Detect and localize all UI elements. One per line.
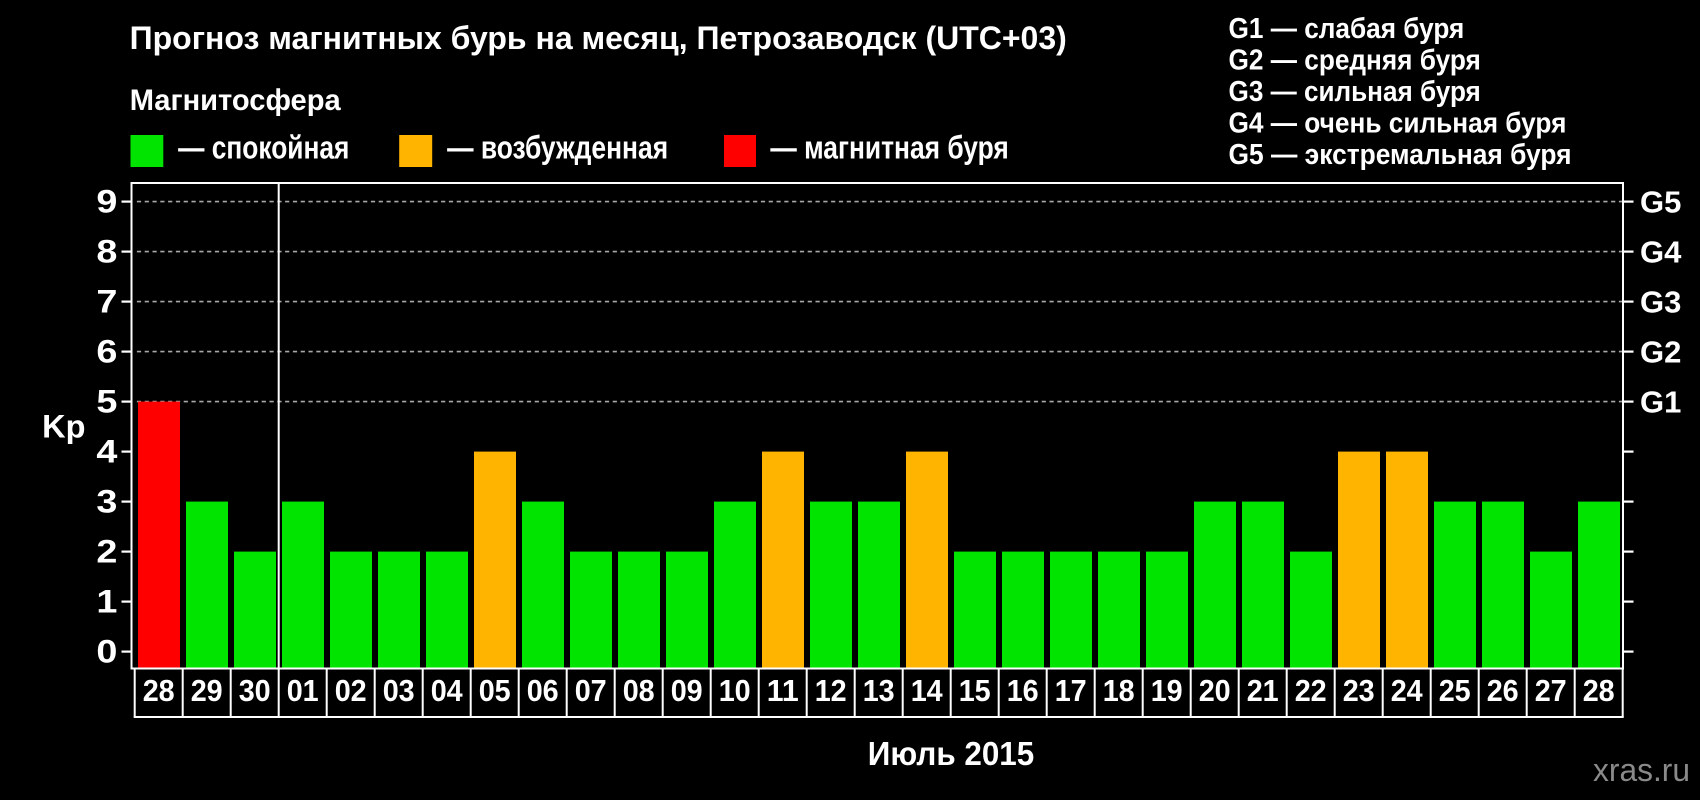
svg-text:03: 03	[383, 674, 415, 708]
svg-text:12: 12	[815, 674, 847, 708]
svg-text:Магнитосфера: Магнитосфера	[130, 84, 342, 117]
svg-text:1: 1	[96, 583, 117, 619]
svg-text:05: 05	[479, 674, 511, 708]
svg-text:G1: G1	[1640, 384, 1681, 419]
svg-text:G4 — очень сильная буря: G4 — очень сильная буря	[1229, 108, 1567, 140]
svg-text:— магнитная буря: — магнитная буря	[770, 130, 1008, 166]
svg-text:— спокойная: — спокойная	[178, 130, 349, 166]
svg-text:19: 19	[1151, 674, 1183, 708]
svg-text:06: 06	[527, 674, 559, 708]
svg-text:2: 2	[96, 533, 117, 569]
svg-text:10: 10	[719, 674, 751, 708]
svg-text:28: 28	[143, 674, 175, 708]
svg-text:13: 13	[863, 674, 895, 708]
svg-text:G5 — экстремальная буря: G5 — экстремальная буря	[1229, 139, 1572, 171]
svg-text:3: 3	[96, 483, 117, 519]
svg-text:18: 18	[1103, 674, 1135, 708]
svg-text:14: 14	[911, 674, 943, 708]
svg-text:11: 11	[767, 674, 799, 708]
svg-text:G3 — сильная буря: G3 — сильная буря	[1229, 76, 1481, 108]
svg-text:27: 27	[1535, 674, 1567, 708]
svg-text:4: 4	[96, 433, 117, 469]
svg-text:Прогноз магнитных бурь на меся: Прогноз магнитных бурь на месяц, Петроза…	[130, 20, 1067, 56]
svg-text:G2 — средняя буря: G2 — средняя буря	[1229, 45, 1481, 77]
svg-text:29: 29	[191, 674, 223, 708]
svg-text:25: 25	[1439, 674, 1471, 708]
svg-text:6: 6	[96, 333, 117, 369]
svg-text:8: 8	[96, 233, 117, 269]
svg-text:24: 24	[1391, 674, 1423, 708]
svg-text:G1 — слабая буря: G1 — слабая буря	[1229, 13, 1465, 45]
svg-text:0: 0	[96, 633, 117, 669]
svg-text:07: 07	[575, 674, 607, 708]
svg-text:30: 30	[239, 674, 271, 708]
svg-text:01: 01	[287, 674, 319, 708]
svg-text:9: 9	[96, 183, 117, 219]
svg-text:G2: G2	[1640, 334, 1681, 369]
svg-text:23: 23	[1343, 674, 1375, 708]
svg-text:20: 20	[1199, 674, 1231, 708]
svg-text:08: 08	[623, 674, 655, 708]
svg-text:09: 09	[671, 674, 703, 708]
svg-text:Июль 2015: Июль 2015	[868, 735, 1035, 772]
svg-text:15: 15	[959, 674, 991, 708]
svg-text:— возбужденная: — возбужденная	[447, 130, 668, 166]
svg-text:17: 17	[1055, 674, 1087, 708]
svg-text:7: 7	[96, 283, 117, 319]
svg-text:G3: G3	[1640, 284, 1681, 319]
svg-text:21: 21	[1247, 674, 1279, 708]
svg-text:5: 5	[96, 383, 117, 419]
svg-text:22: 22	[1295, 674, 1327, 708]
svg-text:G4: G4	[1640, 234, 1682, 269]
svg-text:16: 16	[1007, 674, 1039, 708]
svg-text:26: 26	[1487, 674, 1519, 708]
svg-text:G5: G5	[1640, 184, 1681, 219]
svg-text:02: 02	[335, 674, 367, 708]
svg-text:04: 04	[431, 674, 463, 708]
svg-text:28: 28	[1583, 674, 1615, 708]
svg-text:xras.ru: xras.ru	[1593, 752, 1690, 788]
svg-text:Kp: Kp	[42, 409, 85, 445]
